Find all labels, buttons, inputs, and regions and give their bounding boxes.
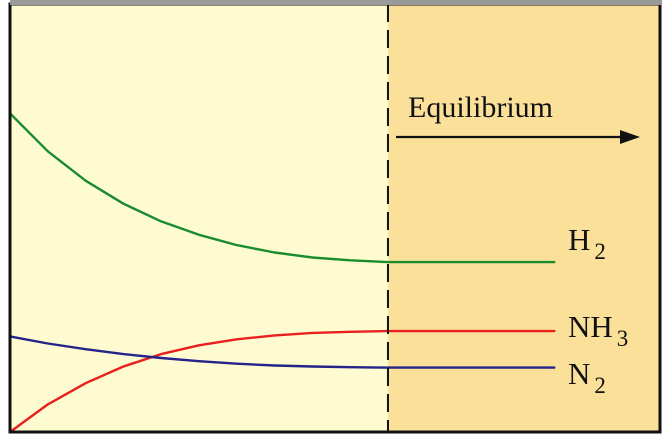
- series-layer: [8, 112, 556, 434]
- equilibrium-label: Equilibrium: [408, 91, 553, 124]
- series-label-nh3: NH 3: [568, 309, 628, 351]
- series-line-n2: [8, 335, 556, 369]
- series-label-n2-subscript: 2: [594, 373, 606, 398]
- series-label-n2-main: N: [568, 356, 590, 391]
- series-line-h2: [8, 112, 556, 264]
- series-label-layer: H 2NH 3N 2: [568, 222, 628, 398]
- equilibrium-arrow-head: [620, 130, 640, 144]
- equilibrium-region: [387, 4, 660, 432]
- series-label-h2-subscript: 2: [594, 239, 606, 264]
- series-label-nh3-main: NH: [568, 309, 613, 344]
- series-label-nh3-subscript: 3: [617, 326, 629, 351]
- series-label-h2-main: H: [568, 222, 590, 257]
- series-line-nh3: [8, 329, 556, 434]
